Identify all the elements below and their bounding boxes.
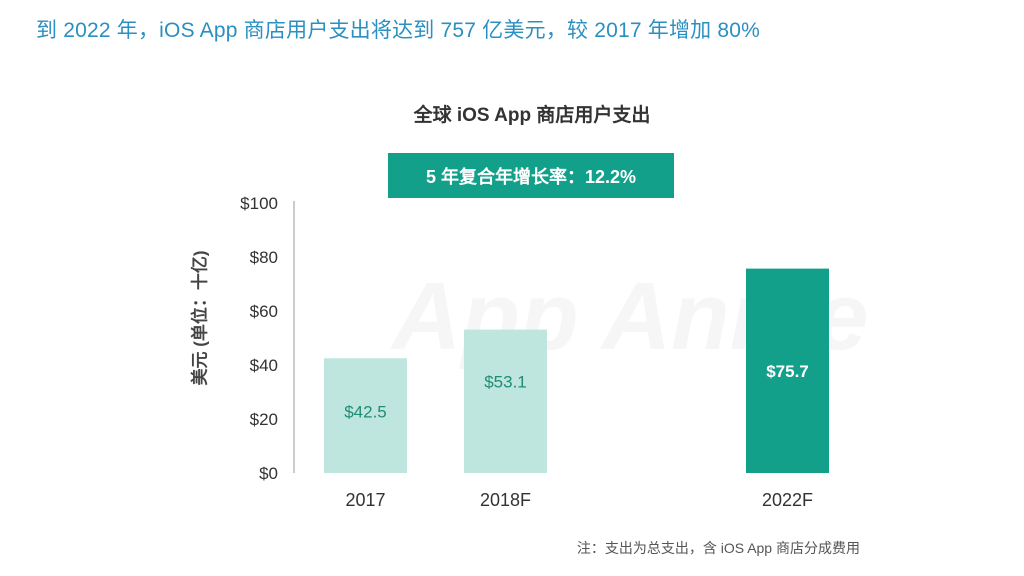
y-tick-label: $60: [250, 302, 278, 321]
headline: 到 2022 年，iOS App 商店用户支出将达到 757 亿美元，较 201…: [36, 19, 761, 42]
bar-2018f: [464, 329, 547, 473]
y-tick-label: $100: [240, 194, 278, 213]
x-tick-label: 2017: [345, 490, 385, 510]
bar-2017: [324, 358, 407, 473]
cagr-badge: 5 年复合年增长率：12.2%: [388, 153, 674, 198]
x-tick-label: 2022F: [762, 490, 813, 510]
y-tick-label: $20: [250, 410, 278, 429]
x-tick-label: 2018F: [480, 490, 531, 510]
chart-title: 全球 iOS App 商店用户支出: [413, 105, 651, 126]
bar-value-label: $53.1: [484, 372, 527, 391]
y-tick-label: $40: [250, 356, 278, 375]
bar-2022f: [746, 268, 829, 473]
y-tick-label: $80: [250, 248, 278, 267]
bar-value-label: $42.5: [344, 403, 387, 422]
footnote: 注：支出为总支出，含 iOS App 商店分成费用: [576, 540, 860, 556]
bar-value-label: $75.7: [766, 362, 809, 381]
y-tick-label: $0: [259, 464, 278, 483]
